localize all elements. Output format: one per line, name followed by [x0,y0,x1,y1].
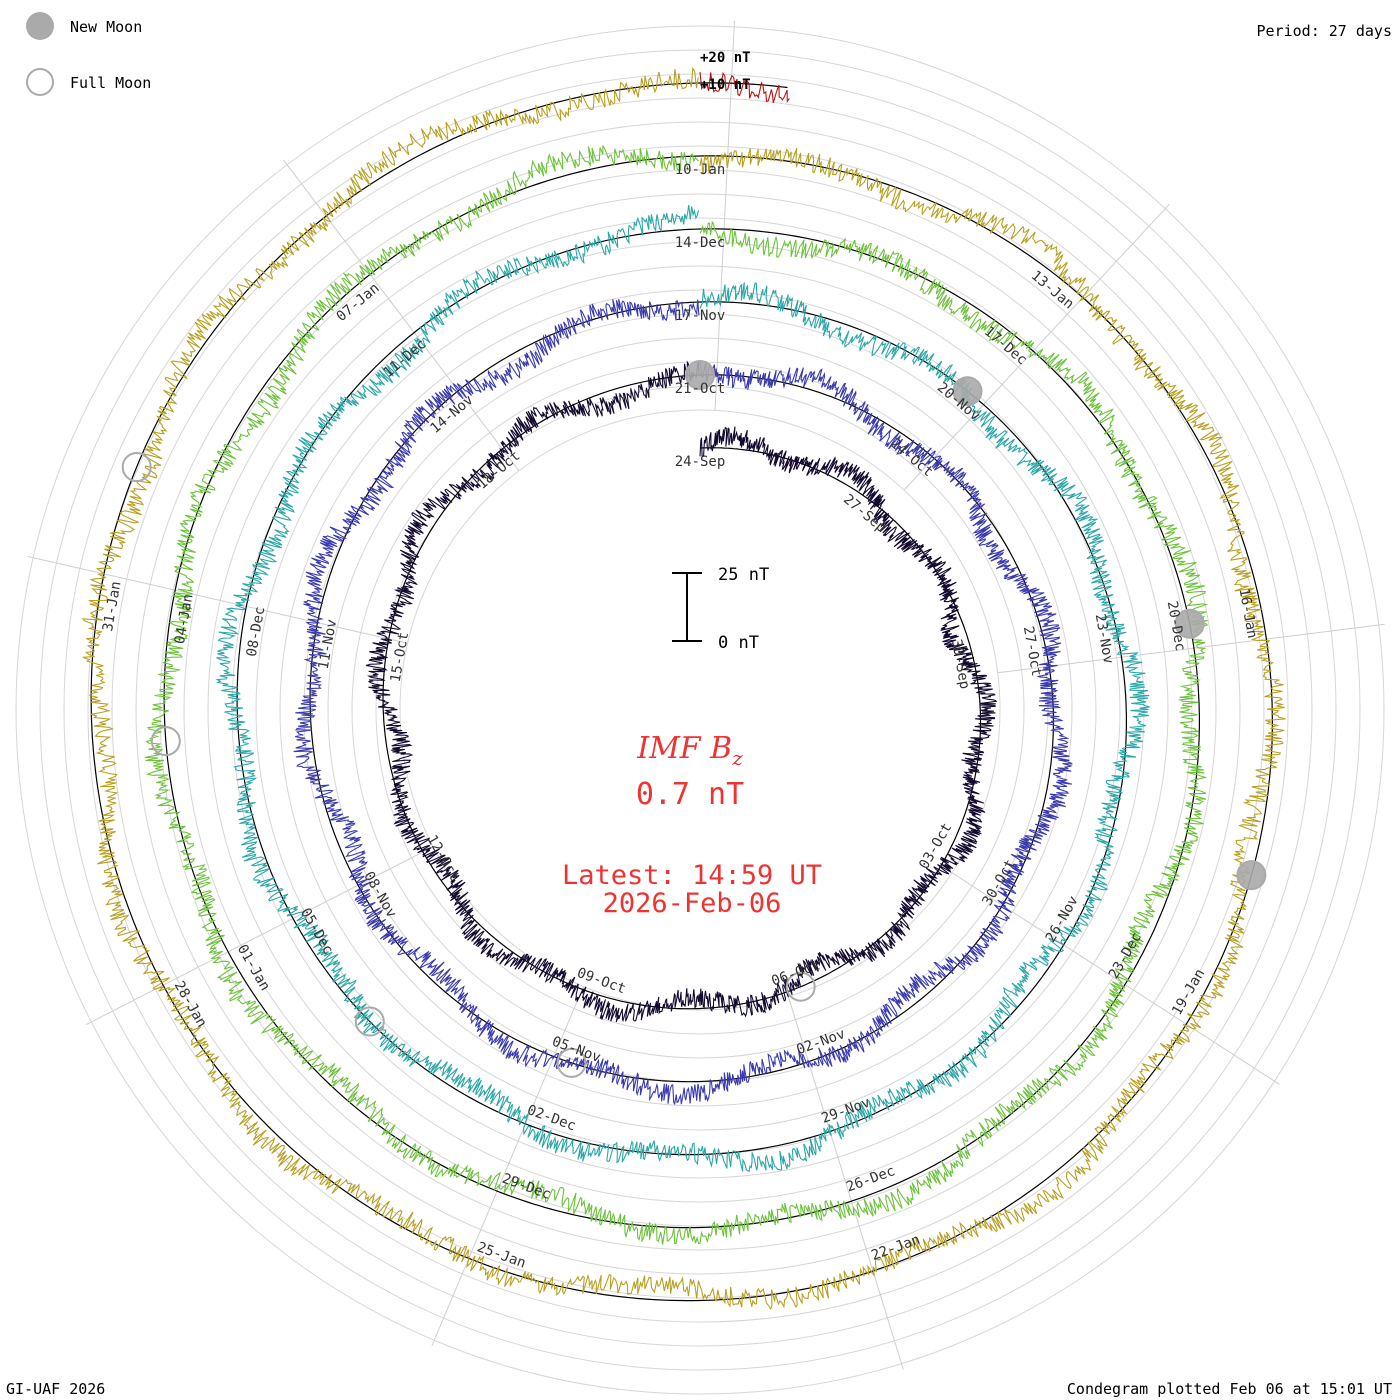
date-label-04-Jan: 04-Jan [172,593,197,646]
grid-circle [303,313,1097,1107]
grid-spoke [431,986,584,1346]
ref-label-20nt: +20 nT [700,50,751,66]
trace-2025-09-24 [365,360,998,1023]
date-label-20-Dec: 20-Dec [1164,600,1189,653]
date-label-03-Oct: 03-Oct [916,820,955,872]
grid-circle [39,49,1361,1371]
baseline-spiral [90,82,1274,1302]
full-moon-marker-06-Oct [785,971,816,1002]
legend-new-moon-label: New Moon [70,18,143,36]
quantity-subscript: z [731,746,743,770]
full-moon-marker-05-Nov [556,1047,587,1078]
quantity-name: IMF B [636,731,732,766]
new-moon-marker-21-Oct [685,360,715,390]
grid-spoke [27,555,408,644]
grid-circle [183,193,1217,1227]
latest-time: Latest: 14:59 UT [562,860,822,891]
grid-spoke [85,846,434,1026]
latest-date: 2026-Feb-06 [603,888,782,919]
trace-2025-12-14 [144,145,1209,1245]
date-label-16-Jan: 16-Jan [1236,587,1261,640]
date-label-01-Jan: 01-Jan [234,942,273,994]
date-label-30-Sep: 30-Sep [948,638,973,691]
moon-phase-markers [121,360,1267,1078]
value-scale-bar: 25 nT 0 nT [672,565,769,653]
trace-2026-01-10 [81,67,1286,1311]
date-label-11-Nov: 11-Nov [316,618,341,671]
grid-circle [159,169,1241,1251]
trace-2026-02-06 [699,71,790,103]
grid-spoke [714,20,735,411]
polar-grid [15,20,1385,1395]
ref-label-10nt: +10 nT [700,77,751,93]
grid-circle [15,25,1385,1395]
trace-2025-10-21 [293,299,1073,1106]
date-label-24-Sep: 24-Sep [675,454,726,470]
date-label-10-Jan: 10-Jan [675,162,726,178]
full-moon-marker-03-Jan [150,726,181,757]
center-readout: IMF Bz 0.7 nT Latest: 14:59 UT 2026-Feb-… [562,731,822,919]
grid-circle [207,217,1193,1203]
trace-2025-11-17 [215,205,1150,1173]
grid-spoke [787,996,904,1370]
grid-spoke [903,203,1170,491]
period-label: Period: 27 days [1256,22,1392,40]
full-moon-marker-01-Feb [121,452,152,482]
grid-spoke [997,623,1385,674]
bz-traces [81,67,1286,1311]
date-label-13-Jan: 13-Jan [1028,268,1077,313]
full-moon-icon [26,68,54,96]
date-label-28-Jan: 28-Jan [171,978,210,1030]
date-label-15-Oct: 15-Oct [388,631,413,684]
date-label-07-Jan: 07-Jan [334,280,383,325]
date-label-22-Jan: 22-Jan [869,1232,922,1264]
grid-circle [135,145,1265,1275]
new-moon-marker-20-Dec [1174,608,1205,639]
date-label-19-Jan: 19-Jan [1169,966,1208,1018]
plotted-timestamp: Condegram plotted Feb 06 at 15:01 UT [1066,1380,1392,1398]
credit-label: GI-UAF 2026 [6,1380,106,1398]
date-label-17-Dec: 17-Dec [981,324,1030,369]
date-label-05-Dec: 05-Dec [297,905,336,957]
grid-circle [87,97,1313,1323]
new-moon-marker-18-Jan [1236,860,1267,891]
date-label-29-Dec: 29-Dec [500,1171,553,1203]
grid-spoke [283,159,520,472]
full-moon-marker-04-Dec [354,1006,385,1037]
current-value: 0.7 nT [636,777,744,812]
date-label-23-Dec: 23-Dec [1106,930,1145,982]
date-label-14-Dec: 14-Dec [675,235,726,251]
scale-top-label: 25 nT [718,565,769,585]
date-label-21-Oct: 21-Oct [675,381,726,397]
quantity-title: IMF Bz [636,731,743,770]
grid-circle [399,409,1001,1011]
date-label-26-Dec: 26-Dec [844,1163,897,1195]
scale-bottom-label: 0 nT [718,633,759,653]
new-moon-icon [26,12,54,40]
grid-circle [279,289,1121,1131]
date-label-17-Nov: 17-Nov [675,308,726,324]
date-label-08-Dec: 08-Dec [244,605,269,658]
new-moon-marker-20-Nov [952,376,983,407]
grid-circle [111,121,1289,1299]
date-label-11-Dec: 11-Dec [380,336,429,381]
legend-full-moon-label: Full Moon [70,74,152,92]
